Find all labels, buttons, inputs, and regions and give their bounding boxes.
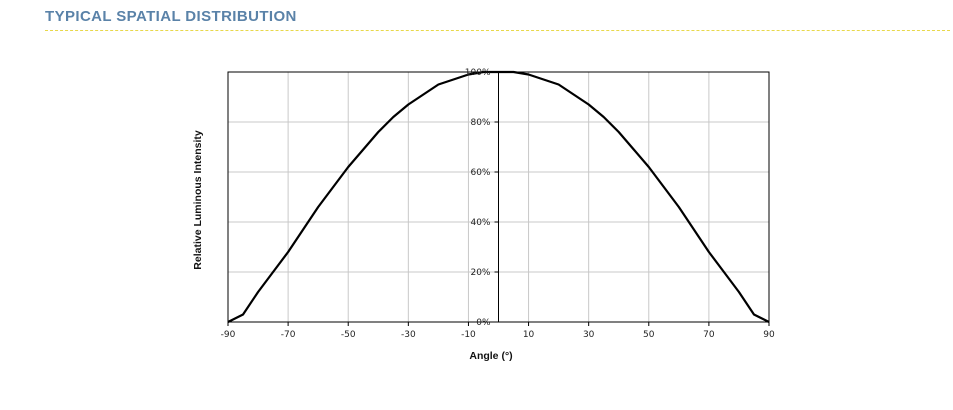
x-tick-label: 50 [643, 330, 655, 340]
series-line [227, 70, 770, 323]
x-tick-label: -70 [281, 330, 296, 340]
x-tick-label: -30 [401, 330, 416, 340]
x-tick-label: 30 [583, 330, 595, 340]
y-tick-label: 20% [470, 268, 490, 278]
y-tick-label: 100% [465, 68, 491, 78]
x-tick-label: 70 [703, 330, 715, 340]
x-tick-label: -50 [341, 330, 356, 340]
tick-labels-layer: -90 -70 -50 -30 -10 10 30 50 70 90 0% 20% 40% 60% 80% 1… [221, 68, 775, 340]
x-tick-label: 90 [763, 330, 775, 340]
x-axis-title: Angle (°) [469, 350, 512, 362]
y-tick-label: 40% [470, 218, 490, 228]
x-tick-label: -10 [461, 330, 476, 340]
y-axis-title: Relative Luminous Intensity [192, 130, 204, 270]
y-tick-label: 60% [470, 168, 490, 178]
section-divider [45, 30, 950, 31]
x-tick-label: -90 [221, 330, 236, 340]
y-tick-label: 0% [476, 318, 491, 328]
series-layer [227, 70, 770, 323]
section-title: TYPICAL SPATIAL DISTRIBUTION [45, 8, 297, 25]
y-tick-label: 80% [470, 118, 490, 128]
x-tick-label: 10 [523, 330, 535, 340]
axes-layer [227, 71, 770, 326]
